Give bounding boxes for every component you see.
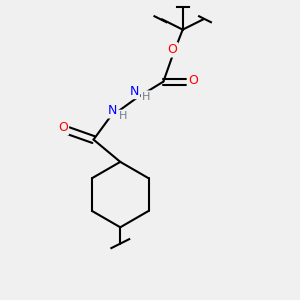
Text: O: O [167, 43, 177, 56]
Text: O: O [58, 121, 68, 134]
Text: N: N [130, 85, 139, 98]
Text: H: H [119, 111, 128, 121]
Text: O: O [188, 74, 198, 87]
Text: N: N [108, 104, 117, 117]
Text: H: H [142, 92, 150, 101]
